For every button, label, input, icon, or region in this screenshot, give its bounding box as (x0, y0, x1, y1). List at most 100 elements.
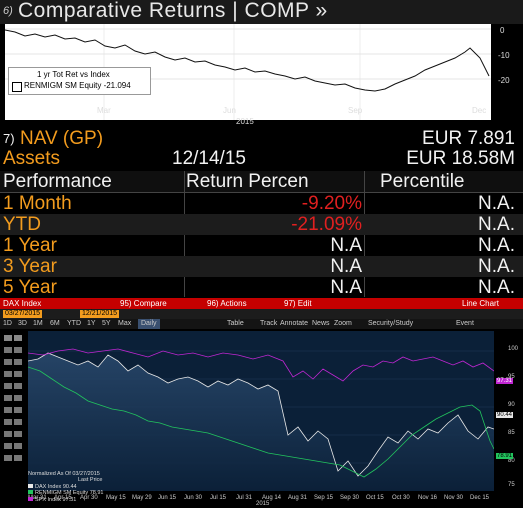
comparative-returns-panel: 6) Comparative Returns | COMP » 0 -10 -2… (0, 0, 523, 298)
legend-series: RENMIGM SM Equity -21.094 (24, 81, 131, 90)
row-period: 1 Month (3, 193, 72, 214)
dax-line (27, 352, 495, 477)
period-1m[interactable]: 1M (33, 320, 43, 327)
tool-icon (4, 359, 12, 365)
tool-icon (4, 395, 12, 401)
start-date-field[interactable]: 03/27/2015 (3, 310, 43, 318)
period-ytd[interactable]: YTD (67, 320, 81, 327)
y-tick: 95 (508, 374, 515, 380)
row-return: -21.09% (291, 214, 362, 235)
row-percentile: N.A. (478, 277, 515, 298)
nav-row[interactable]: 7) NAV (GP) EUR 7.891 (0, 128, 523, 151)
table-row[interactable]: 3 Year N.A N.A. (0, 256, 523, 277)
y-tick: 75 (508, 482, 515, 488)
period-1y[interactable]: 1Y (87, 320, 96, 327)
tool-icon (14, 359, 22, 365)
event-button[interactable]: Event (456, 320, 474, 327)
tool-icon (14, 335, 22, 341)
y-label-2: -20 (498, 76, 510, 85)
track-button[interactable]: Track (260, 320, 278, 327)
x-tick: May 15 (106, 495, 126, 501)
edit-menu[interactable]: 97) Edit (284, 299, 312, 308)
row-period: YTD (3, 214, 41, 235)
tool-icon (4, 407, 12, 413)
assets-row: Assets 12/14/15 EUR 18.58M (0, 148, 523, 171)
x-tick: Aug 31 (288, 495, 308, 501)
header-percentile[interactable]: Percentile (380, 171, 465, 192)
compare-menu[interactable]: 95) Compare (120, 299, 167, 308)
dax-area (28, 353, 494, 491)
dax-last-value: 90.44 (496, 412, 514, 418)
panel-title-bar: 6) Comparative Returns | COMP » (0, 0, 523, 25)
period-3d[interactable]: 3D (18, 320, 27, 327)
x-tick: Sep 15 (314, 495, 334, 501)
x-tick: Oct 15 (366, 495, 384, 501)
end-date-field[interactable]: 12/21/2015 (80, 310, 120, 318)
chart-toolbar: 1D 3D 1M 6M YTD 1Y 5Y Max Daily Table Tr… (0, 319, 523, 329)
nav-value: EUR 7.891 (422, 128, 515, 149)
x-year-label: 2015 (236, 117, 254, 126)
table-row[interactable]: 1 Month -9.20% N.A. (0, 193, 523, 214)
annotate-button[interactable]: Annotate (280, 320, 309, 327)
nav-number: 7) (3, 131, 15, 146)
line-chart-panel: DAX Index 95) Compare 96) Actions 97) Ed… (0, 298, 523, 508)
spx-line (27, 348, 495, 382)
row-period: 1 Year (3, 235, 57, 256)
return-chart: 0 -10 -20 Mar Jun Sep Dec 2015 1 yr Tot … (0, 24, 523, 128)
header-performance[interactable]: Performance (3, 171, 112, 192)
panel-title[interactable]: Comparative Returns | COMP » (18, 0, 328, 22)
table-row[interactable]: 1 Year N.A N.A. (0, 235, 523, 256)
tool-icon (14, 395, 22, 401)
x-tick: Mar 31 (28, 495, 47, 501)
row-percentile: N.A. (478, 235, 515, 256)
x-label-jun: Jun (223, 106, 236, 115)
security-label[interactable]: DAX Index (3, 299, 42, 308)
chart-legend: 1 yr Tot Ret vs Index RENMIGM SM Equity … (8, 67, 151, 95)
tool-icon (14, 431, 22, 437)
actions-menu[interactable]: 96) Actions (207, 299, 247, 308)
period-6m[interactable]: 6M (50, 320, 60, 327)
y-tick: 90 (508, 402, 515, 408)
x-label-sep: Sep (348, 106, 363, 115)
period-max[interactable]: Max (118, 320, 132, 327)
tool-icon (4, 443, 12, 449)
table-row[interactable]: 5 Year N.A N.A. (0, 277, 523, 298)
tool-icon (14, 371, 22, 377)
news-button[interactable]: News (312, 320, 330, 327)
table-button[interactable]: Table (227, 320, 244, 327)
legend-subtitle: Last Price (78, 476, 103, 483)
spx-last-value: 97.31 (496, 378, 514, 384)
period-5y[interactable]: 5Y (102, 320, 111, 327)
security-study-button[interactable]: Security/Study (368, 320, 414, 327)
legend-item-dax: DAX Index 90.44 (28, 483, 118, 491)
tool-icon (4, 347, 12, 353)
tool-icon (4, 335, 12, 341)
x-tick: Nov 30 (444, 495, 464, 501)
table-row[interactable]: YTD -21.09% N.A. (0, 214, 523, 235)
period-1d[interactable]: 1D (3, 320, 12, 327)
tool-icon (14, 347, 22, 353)
date-range-bar: 03/27/2015 12/21/2015 (0, 309, 523, 319)
y-tick: 85 (508, 430, 515, 436)
compare-chart-plot[interactable] (27, 331, 495, 491)
x-tick: Jul 15 (210, 495, 227, 501)
x-tick: May 29 (132, 495, 152, 501)
legend-title: 1 yr Tot Ret vs Index (37, 70, 110, 79)
y-label-1: -10 (498, 51, 510, 60)
row-percentile: N.A. (478, 256, 515, 277)
legend-item-spx: SPX Index 97.31 (28, 497, 118, 504)
y-label-0: 0 (500, 26, 505, 35)
x-tick: Jun 15 (158, 495, 177, 501)
x-tick: Sep 30 (340, 495, 360, 501)
x-year: 2015 (256, 501, 270, 507)
zoom-button[interactable]: Zoom (334, 320, 352, 327)
renmigm-line-2 (27, 366, 495, 478)
row-period: 5 Year (3, 277, 57, 298)
renmigm-line (4, 29, 490, 92)
frequency-select[interactable]: Daily (138, 319, 160, 329)
title-number: 6) (3, 5, 13, 17)
assets-label: Assets (3, 148, 61, 169)
header-return[interactable]: Return Percen (186, 171, 309, 192)
legend-swatch (12, 82, 22, 92)
tool-icon (14, 443, 22, 449)
